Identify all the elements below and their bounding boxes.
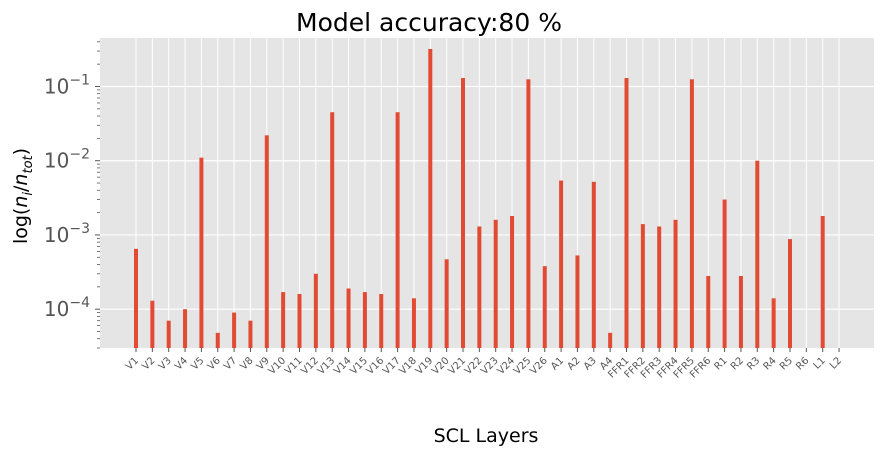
y-axis-label-log: log( bbox=[10, 208, 32, 244]
bar-r4 bbox=[771, 298, 776, 348]
y-tick-label-exponent: −4 bbox=[69, 295, 90, 311]
bar-ffr3 bbox=[657, 226, 662, 348]
bar-v16 bbox=[379, 294, 384, 348]
x-tick-label-a2: A2 bbox=[565, 355, 582, 372]
bar-ffr2 bbox=[640, 224, 645, 348]
bar-ffr4 bbox=[673, 219, 678, 348]
x-tick-label-v26: V26 bbox=[528, 355, 550, 377]
bar-r5 bbox=[788, 239, 792, 348]
x-tick-label-r5: R5 bbox=[778, 355, 795, 372]
x-tick-label-a3: A3 bbox=[582, 355, 599, 372]
bar-v21 bbox=[461, 78, 465, 349]
y-tick-label: 10−3 bbox=[44, 221, 90, 247]
bar-a4 bbox=[608, 332, 613, 348]
bar-a3 bbox=[591, 181, 596, 348]
bar-v15 bbox=[362, 292, 367, 348]
plot-background bbox=[100, 38, 874, 348]
chart-title: Model accuracy:80 % bbox=[296, 8, 562, 37]
bar-v12 bbox=[313, 273, 318, 348]
bar-v18 bbox=[411, 298, 416, 348]
bar-a2 bbox=[575, 255, 580, 348]
y-tick-label-base: 10 bbox=[44, 223, 69, 247]
bar-v25 bbox=[526, 79, 531, 348]
bar-v8 bbox=[248, 320, 253, 348]
x-tick-label-r1: R1 bbox=[713, 355, 730, 372]
y-axis-label-close: ) bbox=[10, 148, 32, 155]
x-axis-label: SCL Layers bbox=[434, 425, 539, 447]
x-tick-label-v7: V7 bbox=[222, 355, 239, 372]
bar-v7 bbox=[232, 312, 237, 348]
x-tick-label-a1: A1 bbox=[549, 355, 566, 372]
bar-v9 bbox=[264, 135, 269, 348]
bar-v2 bbox=[150, 300, 155, 348]
y-tick-label: 10−4 bbox=[44, 295, 90, 321]
x-tick-label-r3: R3 bbox=[745, 355, 762, 372]
bar-r1 bbox=[722, 199, 727, 348]
y-axis-label-n2: n bbox=[10, 174, 32, 186]
x-tick-label-l2: L2 bbox=[828, 355, 844, 371]
bar-v13 bbox=[330, 112, 335, 349]
bar-v24 bbox=[510, 216, 515, 348]
y-tick-label: 10−1 bbox=[44, 72, 90, 98]
y-tick-label-exponent: −2 bbox=[69, 147, 90, 163]
y-tick-label-exponent: −3 bbox=[69, 221, 90, 237]
bar-ffr1 bbox=[624, 78, 629, 349]
bar-v17 bbox=[395, 112, 400, 349]
x-tick-label-v3: V3 bbox=[157, 355, 174, 372]
x-tick-label-v6: V6 bbox=[206, 355, 223, 372]
x-tick-label-v4: V4 bbox=[173, 355, 190, 372]
x-tick-label-v1: V1 bbox=[124, 355, 141, 372]
bar-a1 bbox=[559, 180, 564, 348]
bar-v3 bbox=[166, 320, 171, 348]
x-tick-label-r2: R2 bbox=[729, 355, 746, 372]
bar-v19 bbox=[428, 48, 433, 348]
y-axis-label-n: n bbox=[10, 196, 32, 208]
y-axis: 10−410−310−210−1 bbox=[44, 41, 100, 349]
y-axis-label-slash: / bbox=[10, 185, 32, 192]
x-tick-label-v5: V5 bbox=[189, 355, 206, 372]
y-tick-label-base: 10 bbox=[44, 74, 69, 98]
y-axis-label: log(ni/ntot) bbox=[10, 148, 36, 244]
x-tick-label-l1: L1 bbox=[812, 355, 828, 371]
y-tick-label-base: 10 bbox=[44, 149, 69, 173]
bar-v23 bbox=[493, 219, 498, 348]
bar-v4 bbox=[183, 309, 188, 348]
x-tick-label-v2: V2 bbox=[140, 355, 157, 372]
bar-r2 bbox=[738, 275, 743, 348]
bar-l1 bbox=[820, 216, 825, 348]
y-axis-label-tot: tot bbox=[21, 154, 36, 173]
bar-v20 bbox=[444, 259, 449, 348]
x-axis: V1 V2 V3 V4 V5 V6 V7 V8 V9V10V11V12V13V14V15V16V… bbox=[124, 348, 844, 381]
bar-ffr6 bbox=[706, 275, 711, 348]
bar-v14 bbox=[346, 288, 351, 348]
bar-v22 bbox=[477, 226, 482, 348]
bar-ffr5 bbox=[689, 79, 694, 348]
x-tick-label-r4: R4 bbox=[762, 355, 779, 372]
x-tick-label-v8: V8 bbox=[238, 355, 255, 372]
x-tick-label-r6: R6 bbox=[794, 355, 811, 372]
y-axis-label-i: i bbox=[21, 192, 36, 196]
bars bbox=[134, 48, 825, 349]
bar-v6 bbox=[215, 332, 220, 348]
bar-r3 bbox=[755, 160, 760, 348]
bar-v11 bbox=[297, 294, 302, 348]
y-tick-label-base: 10 bbox=[44, 297, 69, 321]
bar-v10 bbox=[281, 292, 286, 348]
y-tick-label: 10−2 bbox=[44, 147, 90, 173]
bar-v1 bbox=[134, 248, 138, 348]
y-tick-label-exponent: −1 bbox=[69, 72, 90, 88]
bar-v26 bbox=[542, 266, 547, 348]
bar-v5 bbox=[199, 157, 204, 348]
